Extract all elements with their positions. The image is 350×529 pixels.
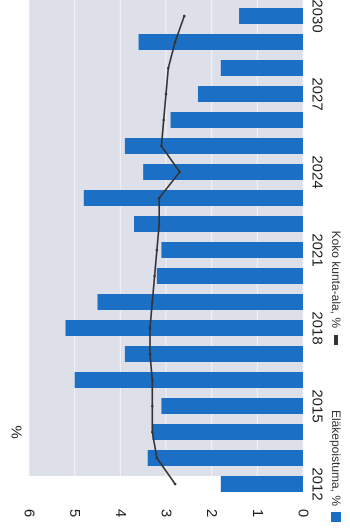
bar-2015 (161, 398, 303, 414)
line-point-2014 (151, 430, 154, 434)
line-point-2013 (155, 456, 159, 460)
bar-2024 (143, 164, 303, 180)
line-point-2021 (155, 248, 159, 252)
legend-bar-swatch (331, 512, 341, 522)
line-point-2025 (160, 144, 163, 148)
line-point-2017 (148, 352, 152, 356)
line-point-2016 (151, 378, 154, 382)
legend-bar-label: Eläkepoistuma, % (329, 410, 343, 506)
bar-2025 (124, 138, 304, 154)
line-point-2019 (151, 300, 154, 304)
y-axis-unit-label: % (8, 425, 25, 438)
line-point-2020 (153, 274, 156, 278)
bar-2013 (147, 450, 303, 466)
legend: Eläkepoistuma, % Koko kunta-ala, % (329, 231, 343, 522)
y-tick-label: 1 (249, 509, 266, 517)
bar-2017 (124, 346, 304, 362)
x-axis-ticks: 2012 2015 2018 2021 2024 2027 2030 (309, 0, 326, 501)
line-point-2026 (162, 118, 166, 122)
x-tick-label: 2024 (309, 155, 326, 188)
line-point-2022 (157, 222, 161, 226)
y-tick-label: 6 (21, 509, 38, 517)
bar-2030 (239, 8, 303, 24)
x-tick-label: 2018 (309, 311, 326, 344)
y-tick-label: 2 (203, 509, 220, 517)
line-point-2012 (173, 482, 177, 486)
y-tick-label: 0 (295, 509, 312, 517)
bar-2016 (74, 372, 304, 388)
bar-2021 (161, 242, 303, 258)
y-tick-label: 4 (112, 509, 129, 517)
y-tick-label: 3 (158, 509, 175, 517)
bar-2026 (170, 112, 303, 128)
bar-2023 (83, 190, 303, 206)
bar-2014 (152, 424, 303, 440)
line-point-2028 (166, 66, 170, 70)
y-axis-ticks: 0 1 2 3 4 5 6 (21, 509, 312, 517)
line-point-2018 (148, 326, 152, 330)
y-tick-label: 5 (66, 509, 83, 517)
line-point-2030 (182, 14, 186, 18)
bar-2027 (197, 86, 303, 102)
line-point-2024 (178, 170, 181, 174)
line-point-2023 (157, 196, 161, 200)
line-point-2029 (173, 40, 177, 44)
x-tick-label: 2012 (309, 467, 326, 500)
bar-2012 (220, 476, 303, 492)
legend-line-swatch (334, 335, 338, 345)
line-point-2015 (151, 404, 154, 408)
bar-2022 (134, 216, 303, 232)
line-point-2027 (164, 92, 168, 96)
bar-2020 (156, 268, 303, 284)
x-tick-label: 2015 (309, 389, 326, 422)
x-tick-label: 2030 (309, 0, 326, 33)
x-tick-label: 2027 (309, 77, 326, 110)
bar-2019 (97, 294, 303, 310)
legend-line-label: Koko kunta-ala, % (329, 231, 343, 329)
bar-2029 (138, 34, 303, 50)
x-tick-label: 2021 (309, 233, 326, 266)
bar-2018 (65, 320, 304, 336)
bar-2028 (220, 60, 303, 76)
plot-area (28, 0, 304, 492)
